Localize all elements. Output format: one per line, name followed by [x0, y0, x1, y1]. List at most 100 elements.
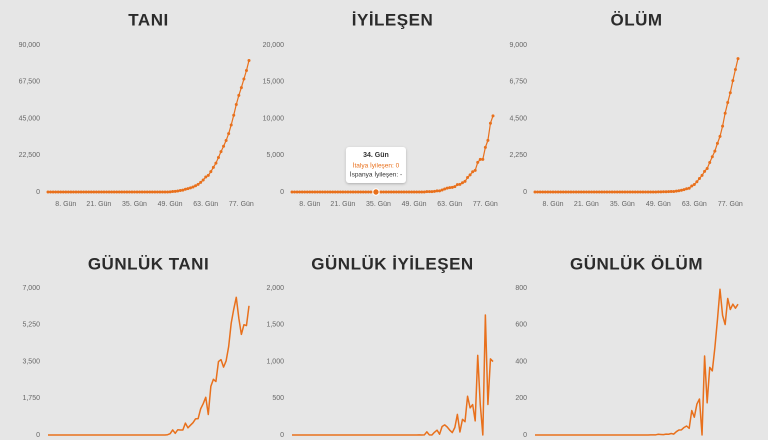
data-point [196, 182, 200, 186]
data-point [422, 190, 426, 194]
data-point [718, 134, 722, 138]
data-point [201, 178, 205, 182]
data-point [643, 190, 647, 194]
data-point [728, 91, 732, 95]
data-point [102, 190, 106, 194]
data-point [481, 157, 485, 161]
data-point [71, 190, 75, 194]
x-tick-label: 35. Gün [366, 201, 391, 208]
y-tick-label: 15,000 [263, 79, 285, 86]
data-point [209, 170, 213, 174]
data-point [46, 190, 50, 194]
data-point [239, 86, 243, 90]
data-point [186, 187, 190, 191]
data-point [117, 190, 121, 194]
data-point [168, 190, 172, 194]
data-point [661, 190, 665, 194]
data-point [346, 190, 350, 194]
data-point [222, 144, 226, 148]
x-tick-label: 21. Gün [574, 201, 599, 208]
tooltip-line: İspanya İyileşen: - [350, 170, 402, 179]
x-tick-label: 35. Gün [610, 201, 635, 208]
y-tick-label: 20,000 [263, 42, 285, 49]
data-point [561, 190, 565, 194]
data-point [204, 175, 208, 179]
data-point [713, 149, 717, 153]
data-point [649, 190, 653, 194]
data-point [471, 170, 475, 174]
data-point [166, 190, 170, 194]
data-point [708, 160, 712, 164]
y-tick-label: 90,000 [19, 42, 41, 49]
data-point [336, 190, 340, 194]
data-point [153, 190, 157, 194]
data-point [66, 190, 70, 194]
data-point [110, 190, 114, 194]
data-point [181, 188, 185, 192]
data-point [703, 169, 707, 173]
data-point [559, 190, 563, 194]
data-point [402, 190, 406, 194]
data-point [92, 190, 96, 194]
data-point [140, 190, 144, 194]
data-line [292, 314, 494, 436]
data-point [214, 161, 218, 165]
x-tick-label: 35. Gün [122, 201, 147, 208]
data-point [333, 190, 337, 194]
data-point [577, 190, 581, 194]
tooltip-line: İtalya İyileşen: 0 [353, 161, 400, 170]
data-point [574, 190, 578, 194]
data-point [633, 190, 637, 194]
data-point [626, 190, 630, 194]
data-point [569, 190, 573, 194]
data-point [690, 184, 694, 188]
data-point [150, 190, 154, 194]
data-point [443, 187, 447, 191]
data-point [173, 189, 177, 193]
data-point [389, 190, 393, 194]
data-point [685, 187, 689, 191]
data-point [541, 190, 545, 194]
data-point [148, 190, 152, 194]
data-point [491, 114, 495, 118]
data-point [595, 190, 599, 194]
x-tick-label: 63. Gün [682, 201, 707, 208]
y-tick-label: 2,250 [509, 152, 527, 159]
data-point [600, 190, 604, 194]
data-point [89, 190, 93, 194]
data-point [654, 190, 658, 194]
chart-panel: ÖLÜM 0 2,250 4,500 6,750 9,000 8. Gün 21. Gün 35… [509, 10, 742, 207]
data-point [736, 57, 740, 61]
chart-panel: GÜNLÜK TANI 0 1,750 3,500 5,250 7,000 [22, 254, 250, 439]
data-point [138, 190, 142, 194]
data-point [145, 190, 149, 194]
data-point [219, 150, 223, 154]
data-point [127, 190, 131, 194]
data-point [425, 190, 429, 194]
data-point [143, 190, 147, 194]
data-point [247, 58, 251, 62]
data-line [535, 58, 739, 193]
y-tick-label: 1,750 [22, 395, 40, 402]
data-point [359, 190, 363, 194]
y-tick-label: 67,500 [19, 79, 41, 86]
data-point [382, 190, 386, 194]
data-point [435, 189, 439, 193]
data-point [305, 190, 309, 194]
data-point [188, 186, 192, 190]
data-point [731, 79, 735, 83]
chart-panel: İYİLEŞEN 0 5,000 10,000 15,000 20,000 8. Gün 21… [263, 10, 498, 207]
data-point [700, 173, 704, 177]
data-point [615, 190, 619, 194]
data-point [672, 189, 676, 193]
y-tick-label: 45,000 [19, 115, 41, 122]
data-point [82, 190, 86, 194]
data-point [69, 190, 73, 194]
data-point [592, 190, 596, 194]
data-point [710, 155, 714, 159]
data-point [112, 190, 116, 194]
data-point [697, 176, 701, 180]
data-point [554, 190, 558, 194]
data-point [84, 190, 88, 194]
data-point [641, 190, 645, 194]
